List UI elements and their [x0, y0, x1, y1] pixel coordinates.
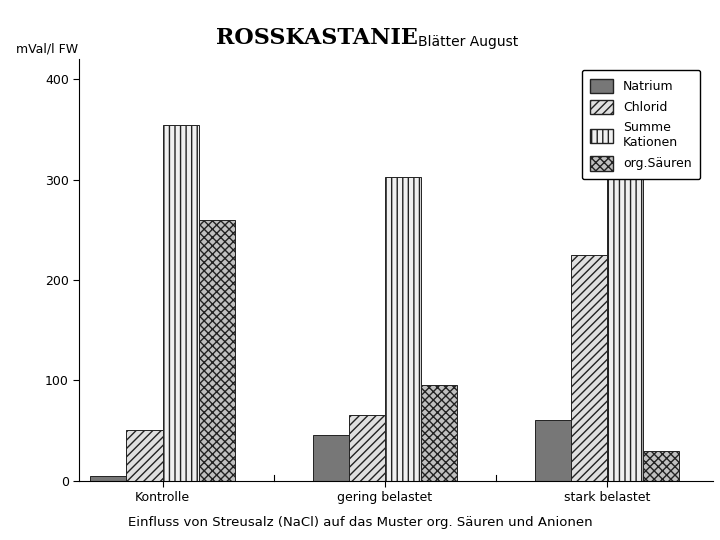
Bar: [644, 450, 680, 481]
Text: Blätter August: Blätter August: [418, 35, 518, 49]
Bar: [421, 386, 457, 481]
Text: Einfluss von Streusalz (NaCl) auf das Muster org. Säuren und Anionen: Einfluss von Streusalz (NaCl) auf das Mu…: [127, 516, 593, 529]
Bar: [127, 430, 163, 481]
Text: mVal/l FW: mVal/l FW: [16, 42, 78, 55]
Bar: [163, 125, 199, 481]
Bar: [535, 421, 571, 481]
Bar: [348, 415, 385, 481]
Bar: [199, 220, 235, 481]
Bar: [571, 255, 607, 481]
Legend: Natrium, Chlorid, Summe
Kationen, org.Säuren: Natrium, Chlorid, Summe Kationen, org.Sä…: [582, 70, 701, 179]
Bar: [90, 476, 127, 481]
Bar: [607, 175, 644, 481]
Bar: [312, 435, 348, 481]
Text: ROSSKASTANIE: ROSSKASTANIE: [216, 26, 418, 49]
Bar: [385, 177, 421, 481]
